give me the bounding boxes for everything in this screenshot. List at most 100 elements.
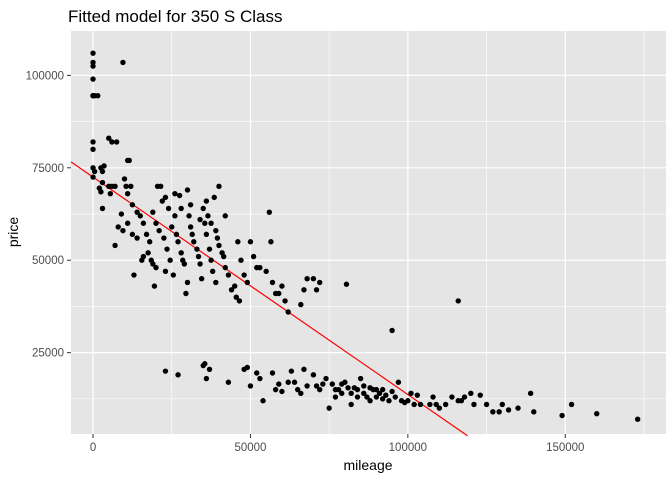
- data-point: [99, 205, 106, 212]
- data-point: [214, 235, 221, 241]
- data-point: [162, 268, 169, 275]
- data-point: [339, 390, 345, 397]
- data-point: [184, 279, 191, 286]
- data-point: [442, 401, 449, 408]
- data-point: [361, 383, 367, 389]
- data-point: [90, 76, 96, 82]
- data-point: [232, 283, 238, 289]
- data-points: [90, 50, 641, 422]
- data-point: [206, 366, 213, 372]
- data-point: [594, 410, 600, 417]
- data-point: [310, 276, 317, 282]
- data-point: [162, 194, 169, 201]
- data-point: [209, 268, 216, 275]
- data-point: [468, 390, 474, 397]
- data-point: [222, 264, 228, 271]
- data-point: [383, 392, 389, 398]
- data-point: [313, 287, 320, 293]
- data-point: [187, 202, 194, 208]
- data-point: [379, 396, 386, 402]
- fit-line: [70, 161, 469, 437]
- data-point: [197, 216, 203, 223]
- data-point: [433, 401, 439, 408]
- data-point: [408, 390, 414, 397]
- data-point: [490, 409, 496, 415]
- data-point: [115, 224, 121, 230]
- data-point: [208, 220, 214, 226]
- data-point: [222, 213, 228, 219]
- data-point: [471, 401, 477, 408]
- y-tick-label: 25000: [32, 348, 64, 360]
- data-point: [175, 239, 181, 245]
- data-point: [124, 220, 131, 226]
- x-tick-label: 0: [90, 442, 96, 454]
- data-point: [367, 398, 373, 404]
- data-point: [395, 379, 402, 385]
- data-point: [634, 416, 641, 422]
- data-point: [203, 231, 210, 238]
- data-point: [112, 183, 118, 189]
- data-point: [233, 294, 239, 300]
- data-point: [147, 239, 153, 245]
- data-point: [461, 394, 468, 400]
- data-point: [112, 242, 118, 249]
- data-point: [436, 405, 443, 411]
- data-point: [250, 253, 257, 260]
- data-point: [99, 179, 106, 186]
- data-point: [126, 157, 132, 164]
- data-point: [269, 279, 276, 286]
- data-point: [191, 239, 197, 245]
- data-point: [411, 401, 417, 408]
- fit-line-layer: [70, 161, 469, 437]
- data-point: [228, 287, 235, 293]
- data-point: [208, 257, 214, 263]
- y-tick-label: 75000: [32, 163, 64, 175]
- data-point: [90, 50, 96, 56]
- data-point: [159, 198, 165, 204]
- data-point: [91, 168, 98, 175]
- data-point: [183, 290, 189, 297]
- data-point: [496, 409, 502, 415]
- data-point: [317, 279, 323, 286]
- data-point: [165, 205, 172, 212]
- x-axis-title: mileage: [343, 457, 392, 473]
- data-point: [282, 298, 288, 304]
- data-point: [106, 135, 112, 141]
- data-point: [140, 220, 147, 226]
- data-point: [236, 298, 243, 304]
- data-point: [320, 381, 326, 387]
- data-point: [483, 401, 490, 408]
- x-axis-ticks: 0 50000 100000 150000: [90, 434, 584, 454]
- data-point: [129, 202, 136, 208]
- data-point: [244, 279, 250, 286]
- data-point: [90, 146, 96, 153]
- data-point: [134, 235, 140, 241]
- data-point: [200, 205, 206, 212]
- data-point: [276, 381, 282, 387]
- x-tick-label: 100000: [389, 442, 427, 454]
- data-point: [559, 412, 565, 419]
- data-point: [90, 174, 96, 180]
- data-point: [187, 224, 194, 230]
- data-point: [90, 59, 96, 66]
- data-point: [364, 394, 370, 400]
- data-point: [213, 227, 219, 234]
- data-point: [301, 287, 307, 293]
- data-point: [266, 209, 273, 215]
- data-point: [225, 379, 232, 385]
- data-point: [417, 401, 424, 408]
- data-point: [345, 385, 351, 391]
- data-point: [326, 405, 332, 411]
- data-point: [298, 390, 304, 397]
- data-point: [449, 394, 455, 400]
- data-point: [195, 253, 202, 260]
- data-point: [178, 205, 184, 212]
- data-point: [527, 390, 534, 397]
- data-point: [389, 388, 395, 395]
- data-point: [220, 253, 227, 260]
- data-point: [158, 183, 164, 189]
- data-point: [285, 379, 291, 385]
- data-point: [109, 139, 115, 145]
- data-point: [291, 379, 298, 385]
- x-tick-label: 150000: [546, 442, 584, 454]
